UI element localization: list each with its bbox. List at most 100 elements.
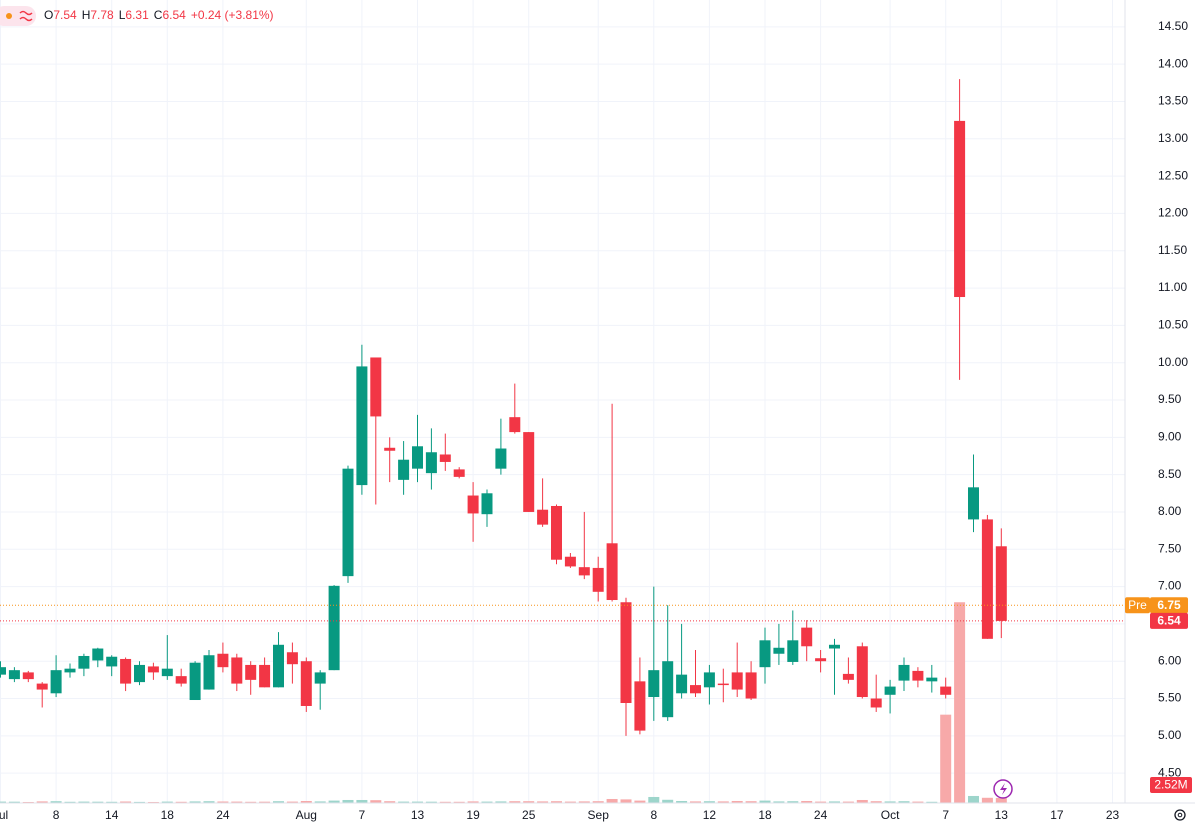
volume-bar [453,801,465,803]
candle-body [703,672,715,688]
candle-body [829,644,840,649]
volume-bar [870,801,882,803]
candle-body [940,686,952,695]
volume-bar [759,800,771,803]
volume-bar [815,801,827,803]
lightning-icon[interactable] [993,779,1013,799]
candle-body [551,505,562,560]
volume-bar [0,801,6,803]
candle-body [648,670,660,698]
legend-key: O [44,8,53,22]
candle-body [537,509,549,525]
candle-body [412,446,423,469]
candle-body [398,459,410,480]
candle-body [106,656,118,667]
volume-bar [731,800,743,803]
volume-bar [328,800,340,803]
volume-bar [64,801,76,803]
volume-bar [842,801,854,803]
volume-bar [342,799,354,803]
volume-bar [801,800,813,803]
y-tick-label: 6.00 [1158,653,1182,667]
volume-bar [676,800,688,803]
y-tick-label: 10.00 [1158,355,1188,369]
price-tag-name: Pre [1128,598,1147,612]
volume-bar [398,801,410,803]
x-tick-label: 8 [650,808,657,822]
candle-body [314,672,326,684]
candle-body [842,673,854,680]
candle-body [912,670,924,681]
y-tick-label: 14.50 [1158,19,1188,33]
x-tick-label: 13 [995,808,1009,822]
y-tick-label: 9.50 [1158,392,1182,406]
candle-body [189,662,201,701]
y-tick-label: 9.00 [1158,429,1182,443]
volume-bar [203,801,215,803]
volume-bar [384,801,396,803]
candle-body [425,452,437,474]
volume-bar [495,801,507,803]
candle-body [384,447,396,451]
volume-bar [189,801,201,803]
volume-bar [161,801,173,803]
candle-body [981,519,993,639]
x-tick-label: 7 [359,808,366,822]
indicator-icons[interactable] [0,6,36,26]
candle-body [120,658,132,684]
volume-bar [564,801,576,803]
gear[interactable] [1174,809,1186,821]
candle-body [495,448,507,469]
x-tick-label: 17 [1050,808,1064,822]
ohlc-legend: O7.54 H7.78 L6.31 C6.54 +0.24 (+3.81%) [44,8,274,22]
volume-bar [954,602,966,803]
y-tick-label: 7.00 [1158,579,1182,593]
volume-bar [50,801,62,803]
candle-body [690,685,701,694]
x-tick-label: 24 [216,808,230,822]
legend-key: H [82,8,91,22]
volume-tag [1150,777,1192,793]
candle-body [898,664,910,681]
candle-body [92,648,104,661]
x-tick-label: 12 [703,808,717,822]
settings-icon[interactable] [1174,809,1186,821]
candle-body [0,667,6,675]
x-tick-label: Oct [881,808,900,822]
candle-body [995,546,1007,621]
candle-body [481,493,493,515]
candle-body [217,653,229,668]
legend-key: C [154,8,163,22]
icon-pill[interactable] [0,6,36,26]
overlay: 4.505.005.506.006.507.007.508.008.509.00… [0,8,1192,822]
candle-body [8,670,20,680]
y-tick-label: 12.00 [1158,206,1188,220]
y-tick-label: 7.50 [1158,541,1182,555]
volume-pane [0,602,1007,803]
gear-center [1177,812,1183,818]
candle-body [620,602,632,703]
volume-bar [370,800,382,803]
candle-body [773,647,785,654]
candle-body [245,664,257,680]
y-tick-label: 4.50 [1158,765,1182,779]
y-tick-label: 13.50 [1158,94,1188,108]
x-tick-label: Jul [0,808,8,822]
volume-bar [481,801,493,803]
x-tick-label: 19 [466,808,480,822]
legend-key: L [119,8,126,22]
price-tag [1150,597,1188,614]
volume-bar [981,797,993,803]
candle-body [731,672,743,690]
x-tick-label: 8 [53,808,60,822]
x-tick-label: 24 [814,808,828,822]
volume-bar [926,801,938,803]
volume-bar [22,801,34,803]
volume-bar [773,801,785,803]
volume-bar [634,800,646,803]
candle-body [50,670,62,694]
price-tag-name-box [1125,597,1150,614]
candle-body [884,686,896,695]
